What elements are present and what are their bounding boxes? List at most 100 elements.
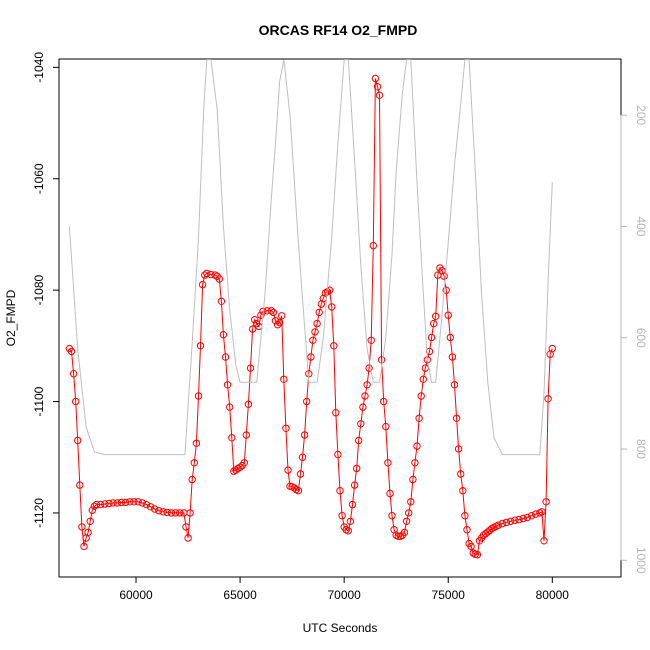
data-point <box>182 523 190 531</box>
data-point <box>325 286 334 294</box>
data-point <box>377 356 386 364</box>
y-tick-label: -1100 <box>32 386 46 416</box>
data-point <box>236 463 244 471</box>
data-point <box>357 420 365 428</box>
data-point <box>171 509 180 517</box>
data-point <box>280 375 288 383</box>
data-point <box>369 241 377 250</box>
data-point <box>190 459 199 467</box>
data-point <box>346 517 355 525</box>
data-point <box>80 542 88 551</box>
data-point <box>167 509 176 517</box>
data-point <box>405 509 413 517</box>
data-point <box>309 336 317 344</box>
data-point <box>330 342 338 350</box>
data-point <box>373 83 382 91</box>
y2-tick-label: 800 <box>634 439 648 459</box>
data-point <box>186 509 194 517</box>
data-point <box>282 424 290 432</box>
data-point <box>409 475 417 484</box>
x-tick-label: 70000 <box>327 588 361 602</box>
data-point <box>298 453 307 461</box>
data-point <box>367 336 375 344</box>
data-point <box>344 527 352 535</box>
altitude-line <box>68 59 553 456</box>
data-point <box>217 297 226 305</box>
x-tick-label: 80000 <box>536 588 570 602</box>
data-point <box>417 392 425 400</box>
data-point <box>494 521 502 529</box>
data-point <box>74 436 82 445</box>
data-point <box>388 512 396 520</box>
data-point <box>126 498 134 506</box>
data-point <box>101 500 109 508</box>
data-point <box>348 500 357 509</box>
data-point <box>498 519 507 528</box>
y-tick-label: -1120 <box>32 498 46 528</box>
data-point <box>375 91 384 99</box>
y2-tick-label: 1000 <box>634 547 648 574</box>
y2-tick-label: 200 <box>634 105 648 125</box>
data-point <box>121 498 130 507</box>
data-point <box>382 422 390 431</box>
data-point <box>72 397 80 406</box>
chart-title: ORCAS RF14 O2_FMPD <box>259 22 418 38</box>
data-point <box>219 331 228 339</box>
data-point <box>151 505 159 513</box>
data-point <box>226 403 234 411</box>
data-point <box>511 516 519 524</box>
data-point <box>363 381 371 389</box>
data-point <box>155 507 163 515</box>
data-point <box>338 512 346 520</box>
data-point <box>105 499 113 508</box>
data-point <box>425 347 434 356</box>
data-point <box>69 370 78 378</box>
data-point <box>430 319 438 328</box>
data-point <box>407 498 415 506</box>
data-point <box>92 500 101 509</box>
data-point <box>454 445 463 453</box>
y-axis: -1120 -1100 -1080 -1060 -1040 <box>32 52 60 528</box>
data-point <box>159 508 167 516</box>
data-point <box>515 515 523 524</box>
data-point <box>542 498 550 506</box>
data-point <box>315 308 323 317</box>
y2-axis: 200 400 600 800 1000 <box>620 105 648 574</box>
data-point <box>507 517 515 525</box>
data-point <box>473 551 482 559</box>
data-point <box>432 312 440 320</box>
data-point <box>444 311 452 319</box>
data-point <box>203 269 211 278</box>
data-point <box>130 498 138 506</box>
data-point <box>519 514 527 523</box>
data-point <box>146 503 155 511</box>
data-point <box>380 397 388 406</box>
data-point <box>221 353 230 361</box>
data-point <box>184 534 192 542</box>
data-point <box>336 487 344 495</box>
data-point <box>353 464 361 473</box>
y-tick-label: -1060 <box>32 163 46 194</box>
data-point <box>294 487 303 495</box>
data-point <box>457 470 465 478</box>
data-point <box>88 506 97 514</box>
data-point <box>446 333 454 342</box>
data-point <box>196 342 205 350</box>
data-point <box>134 498 142 506</box>
data-point <box>350 481 359 489</box>
data-point <box>269 308 278 317</box>
data-point <box>523 513 531 522</box>
data-point <box>386 489 394 498</box>
data-point <box>413 442 421 450</box>
x-axis-label: UTC Seconds <box>303 621 378 635</box>
data-point <box>452 414 461 422</box>
data-point <box>532 510 540 518</box>
y-axis-label: O2_FMPD <box>4 289 18 346</box>
y2-tick-label: 600 <box>634 328 648 348</box>
data-point <box>544 395 552 403</box>
data-point <box>194 392 203 400</box>
data-point <box>311 328 319 336</box>
data-point <box>163 508 171 517</box>
data-point <box>355 436 363 445</box>
data-point <box>334 450 342 459</box>
